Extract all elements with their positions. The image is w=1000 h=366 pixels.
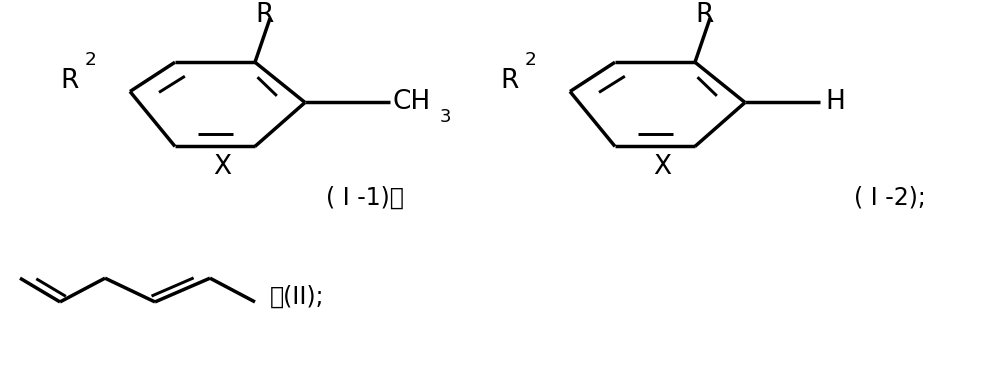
Text: CH: CH [393,89,431,116]
Text: X: X [653,153,671,180]
Text: 2: 2 [525,51,537,70]
Text: ( Ⅰ -1)或: ( Ⅰ -1)或 [326,186,404,210]
Text: R: R [696,1,714,28]
Text: X: X [213,153,231,180]
Text: 2: 2 [85,51,97,70]
Text: H: H [825,89,845,116]
Text: 1: 1 [730,0,742,4]
Text: 3: 3 [440,108,452,126]
Text: 1: 1 [290,0,302,4]
Text: ( Ⅰ -2);: ( Ⅰ -2); [854,186,926,210]
Text: R: R [500,67,518,94]
Text: R: R [60,67,78,94]
Text: R: R [256,1,274,28]
Text: 式(II);: 式(II); [270,284,324,309]
